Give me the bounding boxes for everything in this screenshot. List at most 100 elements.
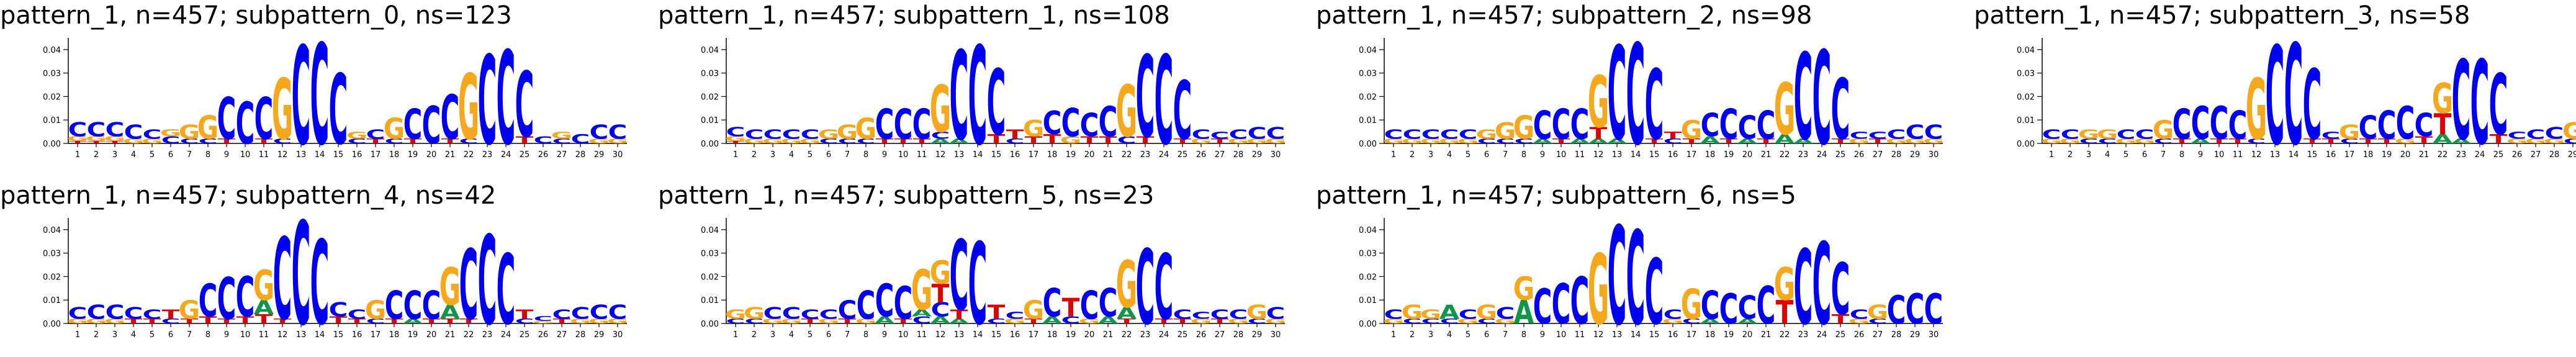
logo-letter-c: C	[1403, 127, 1422, 142]
logo-letter-g: G	[104, 135, 125, 143]
logo-letter-g: G	[2097, 127, 2118, 142]
x-tick-label: 27	[557, 150, 567, 160]
x-tick-label: 20	[426, 330, 437, 340]
logo-letter-t: T	[1062, 292, 1080, 323]
logo-letter-c: C	[161, 135, 181, 146]
logo-letter-g: G	[533, 320, 554, 324]
logo-letter-g: G	[1060, 135, 1081, 146]
logo-letter-g: G	[2432, 75, 2453, 124]
logo-letter-c: C	[1173, 307, 1192, 322]
logo-letter-g: G	[588, 318, 610, 325]
x-tick-label: 26	[2512, 150, 2523, 160]
x-tick-label: 16	[1668, 330, 1678, 340]
x-tick-label: 5	[1466, 150, 1470, 160]
panel-title: pattern_1, n=457; subpattern_2, ns=98	[1316, 1, 1813, 30]
logo-letter-g: G	[1513, 271, 1534, 308]
logo-letter-g: G	[2506, 138, 2528, 145]
logo-letter-c: C	[1552, 101, 1571, 149]
logo-letter-g: G	[762, 138, 783, 145]
logo-letter-t: T	[181, 318, 199, 325]
x-tick-label: 27	[1873, 150, 1883, 160]
logo-letter-g: G	[818, 318, 839, 325]
logo-letter-c: C	[2135, 127, 2155, 142]
y-tick-label: 0.04	[43, 226, 61, 235]
logo-letter-g: G	[1588, 62, 1609, 145]
logo-letter-c: C	[2508, 130, 2527, 142]
logo-letter-c: C	[2340, 138, 2359, 145]
y-tick-label: 0.03	[1359, 250, 1377, 259]
logo-letter-g: G	[930, 72, 951, 147]
logo-letter-t: T	[1118, 318, 1136, 325]
logo-letter-c: C	[987, 52, 1006, 156]
logo-letter-a: A	[2433, 132, 2453, 147]
logo-letter-t: T	[460, 318, 478, 325]
logo-letter-c: C	[2210, 97, 2229, 149]
x-tick-label: 10	[898, 330, 909, 340]
logo-letter-a: A	[403, 318, 423, 325]
logo-letter-a: A	[1533, 138, 1553, 145]
x-tick-label: 17	[371, 330, 381, 340]
x-tick-label: 14	[2289, 150, 2299, 160]
sequence-logo-chart: 0.000.010.020.030.041GC2GC3GC4GC5GC6CG7C…	[1359, 15, 1944, 176]
logo-letter-t: T	[255, 138, 273, 145]
x-tick-label: 21	[1761, 330, 1772, 340]
logo-letter-c: C	[403, 101, 423, 149]
x-tick-label: 29	[1252, 150, 1263, 160]
x-tick-label: 1	[733, 150, 738, 160]
logo-letter-c: C	[1192, 310, 1211, 322]
x-tick-label: 13	[954, 330, 965, 340]
logo-letter-c: C	[1701, 284, 1720, 328]
logo-letter-t: T	[348, 318, 366, 325]
x-tick-label: 3	[112, 150, 117, 160]
x-tick-label: 24	[1817, 150, 1827, 160]
x-tick-label: 19	[1066, 330, 1076, 340]
x-tick-label: 6	[826, 330, 831, 340]
x-tick-label: 10	[240, 150, 251, 160]
logo-letter-a: A	[930, 315, 951, 326]
logo-letter-g: G	[762, 318, 783, 325]
logo-panel: pattern_1, n=457; subpattern_1, ns=108 0.…	[658, 0, 1310, 177]
x-tick-label: 30	[1929, 150, 1939, 160]
logo-letter-c: C	[180, 138, 199, 145]
logo-letter-g: G	[1420, 138, 1441, 145]
logo-letter-t: T	[1646, 138, 1664, 145]
logo-letter-c: C	[726, 318, 745, 325]
logo-letter-t: T	[1043, 132, 1061, 147]
logo-letter-g: G	[365, 295, 386, 325]
x-tick-label: 24	[1159, 150, 1169, 160]
x-tick-label: 7	[845, 150, 850, 160]
x-tick-label: 12	[1593, 330, 1604, 340]
logo-letter-t: T	[1552, 138, 1570, 145]
x-tick-label: 11	[259, 150, 269, 160]
logo-letter-c: C	[2470, 37, 2490, 171]
logo-letter-c: C	[292, 19, 311, 176]
x-tick-label: 1	[75, 330, 80, 340]
x-tick-label: 6	[168, 330, 173, 340]
logo-letter-c: C	[763, 304, 783, 323]
logo-letter-c: C	[1924, 286, 1943, 334]
y-tick-label: 0.04	[1359, 226, 1377, 235]
logo-letter-t: T	[1081, 135, 1099, 146]
logo-letter-c: C	[497, 233, 516, 346]
x-tick-label: 21	[445, 150, 456, 160]
logo-letter-g: G	[2544, 138, 2565, 145]
logo-letter-c: C	[68, 304, 88, 323]
x-tick-label: 29	[594, 330, 605, 340]
logo-letter-g: G	[346, 130, 367, 142]
logo-letter-a: A	[254, 296, 274, 319]
logo-letter-c: C	[1421, 127, 1441, 142]
logo-letter-c: C	[1887, 289, 1906, 333]
logo-letter-g: G	[2562, 119, 2576, 145]
logo-letter-c: C	[1099, 281, 1118, 326]
x-tick-label: 4	[1447, 150, 1452, 160]
x-tick-label: 6	[826, 150, 831, 160]
x-tick-label: 18	[1047, 150, 1058, 160]
logo-letter-c: C	[124, 304, 143, 323]
logo-letter-c: C	[1440, 318, 1459, 325]
x-tick-label: 28	[1233, 150, 1244, 160]
logo-letter-c: C	[441, 82, 460, 153]
x-tick-label: 8	[863, 150, 868, 160]
logo-letter-t: T	[950, 307, 968, 322]
x-tick-label: 1	[733, 330, 738, 340]
x-tick-label: 29	[1910, 330, 1921, 340]
